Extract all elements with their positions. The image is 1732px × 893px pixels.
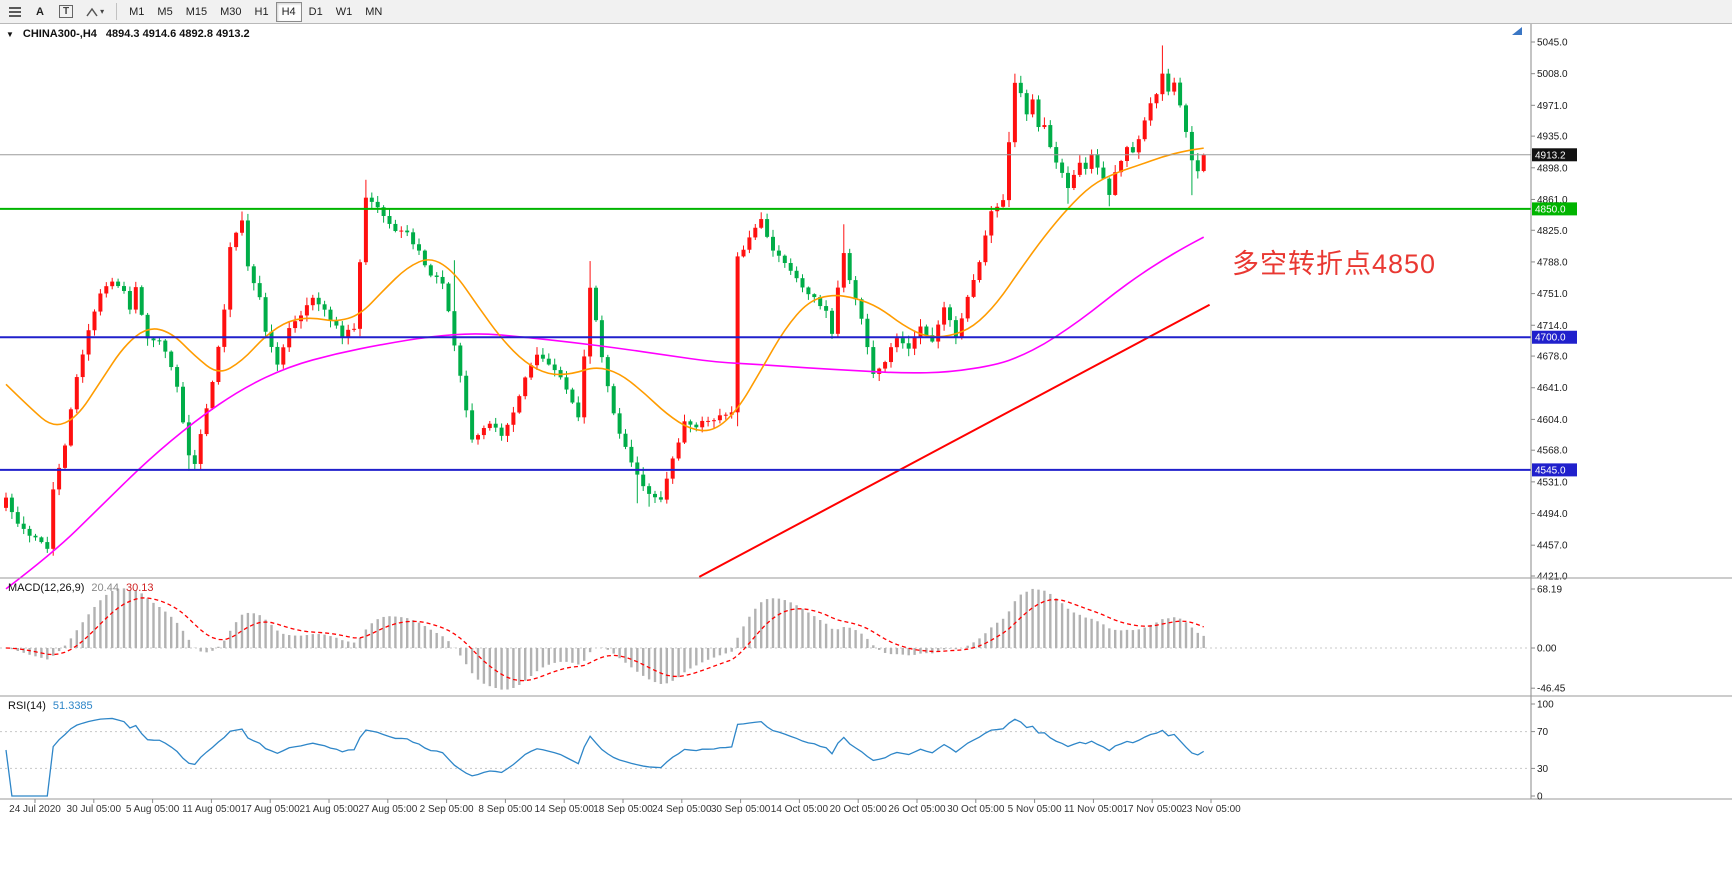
- shapes-dropdown-button[interactable]: ▾: [80, 2, 110, 22]
- svg-text:4850.0: 4850.0: [1535, 204, 1566, 215]
- svg-text:-46.45: -46.45: [1537, 684, 1566, 695]
- svg-text:4568.0: 4568.0: [1537, 446, 1568, 457]
- svg-text:17 Nov 05:00: 17 Nov 05:00: [1122, 804, 1182, 815]
- chart-canvas[interactable]: 5045.0 5008.0 4971.0 4935.0 4898.0 4861.0 4825…: [0, 24, 1732, 893]
- timeframe-m5[interactable]: M5: [151, 2, 178, 22]
- text-label-button[interactable]: T: [53, 2, 79, 22]
- svg-text:0.00: 0.00: [1537, 644, 1557, 655]
- rsi-line: [5, 717, 1205, 797]
- svg-text:11 Nov 05:00: 11 Nov 05:00: [1064, 804, 1123, 815]
- svg-text:4971.0: 4971.0: [1537, 101, 1568, 112]
- timeframe-d1[interactable]: D1: [303, 2, 329, 22]
- timeframe-m30[interactable]: M30: [214, 2, 247, 22]
- svg-text:21 Aug 05:00: 21 Aug 05:00: [300, 804, 359, 815]
- svg-text:4714.0: 4714.0: [1537, 321, 1568, 332]
- svg-text:4457.0: 4457.0: [1537, 541, 1568, 552]
- svg-text:4700.0: 4700.0: [1535, 333, 1566, 344]
- svg-text:4751.0: 4751.0: [1537, 289, 1568, 300]
- svg-text:23 Nov 05:00: 23 Nov 05:00: [1181, 804, 1241, 815]
- timeframe-mn[interactable]: MN: [359, 2, 388, 22]
- svg-text:68.19: 68.19: [1537, 585, 1562, 596]
- svg-text:4935.0: 4935.0: [1537, 132, 1568, 143]
- toolbar: A T ▾ M1 M5 M15 M30 H1 H4 D1 W1 MN: [0, 0, 1732, 24]
- trendline: [698, 303, 1211, 578]
- svg-text:4825.0: 4825.0: [1537, 226, 1568, 237]
- svg-text:20 Oct 05:00: 20 Oct 05:00: [830, 804, 888, 815]
- svg-text:4545.0: 4545.0: [1535, 465, 1566, 476]
- timeframe-h1[interactable]: H1: [249, 2, 275, 22]
- text-label-icon: T: [59, 5, 74, 18]
- svg-text:5 Aug 05:00: 5 Aug 05:00: [126, 804, 180, 815]
- text-annotation-label: A: [36, 5, 44, 18]
- macd-signal-line: [5, 597, 1204, 682]
- dropdown-caret-icon: ▾: [100, 7, 105, 16]
- svg-text:30 Sep 05:00: 30 Sep 05:00: [711, 804, 771, 815]
- price-axis[interactable]: 5045.0 5008.0 4971.0 4935.0 4898.0 4861.0 4825…: [1530, 24, 1577, 799]
- svg-text:18 Sep 05:00: 18 Sep 05:00: [593, 804, 653, 815]
- svg-text:24 Sep 05:00: 24 Sep 05:00: [652, 804, 712, 815]
- svg-text:5008.0: 5008.0: [1537, 69, 1568, 80]
- svg-text:30 Oct 05:00: 30 Oct 05:00: [947, 804, 1005, 815]
- svg-text:17 Aug 05:00: 17 Aug 05:00: [241, 804, 300, 815]
- svg-text:11 Aug 05:00: 11 Aug 05:00: [182, 804, 241, 815]
- chart-list-button[interactable]: [3, 2, 27, 22]
- svg-text:4531.0: 4531.0: [1537, 477, 1568, 488]
- scroll-to-end-icon: [1512, 27, 1522, 35]
- svg-text:2 Sep 05:00: 2 Sep 05:00: [420, 804, 474, 815]
- svg-text:4641.0: 4641.0: [1537, 383, 1568, 394]
- svg-text:4898.0: 4898.0: [1537, 163, 1568, 174]
- time-axis[interactable]: 24 Jul 2020 30 Jul 05:00 5 Aug 05:00 11 Aug…: [9, 799, 1241, 815]
- svg-text:4788.0: 4788.0: [1537, 257, 1568, 268]
- timeframe-h4[interactable]: H4: [275, 1, 302, 22]
- rsi-panel: 100 70 30 0: [0, 700, 1554, 803]
- toolbar-separator: [116, 3, 118, 20]
- main-plot[interactable]: [0, 45, 1531, 590]
- svg-text:14 Oct 05:00: 14 Oct 05:00: [771, 804, 829, 815]
- svg-text:4861.0: 4861.0: [1537, 195, 1568, 206]
- svg-text:4604.0: 4604.0: [1537, 415, 1568, 426]
- svg-text:4494.0: 4494.0: [1537, 509, 1568, 520]
- svg-text:4678.0: 4678.0: [1537, 352, 1568, 363]
- svg-text:30 Jul 05:00: 30 Jul 05:00: [67, 804, 122, 815]
- svg-text:0: 0: [1537, 792, 1543, 803]
- svg-text:100: 100: [1537, 700, 1554, 711]
- list-icon: [9, 6, 21, 17]
- macd-panel: 68.19 0.00 -46.45: [0, 585, 1566, 695]
- svg-text:27 Aug 05:00: 27 Aug 05:00: [358, 804, 417, 815]
- svg-text:5045.0: 5045.0: [1537, 38, 1568, 49]
- svg-text:70: 70: [1537, 727, 1549, 738]
- chart-window: 5045.0 5008.0 4971.0 4935.0 4898.0 4861.0 4825…: [0, 24, 1732, 893]
- ma-fast-line: [5, 147, 1204, 432]
- text-annotation-button[interactable]: A: [28, 2, 52, 22]
- svg-text:30: 30: [1537, 764, 1549, 775]
- shape-icon: [86, 7, 98, 16]
- svg-text:8 Sep 05:00: 8 Sep 05:00: [478, 804, 532, 815]
- svg-text:14 Sep 05:00: 14 Sep 05:00: [534, 804, 594, 815]
- timeframe-w1[interactable]: W1: [330, 2, 359, 22]
- svg-text:4913.2: 4913.2: [1535, 150, 1566, 161]
- svg-text:4421.0: 4421.0: [1537, 572, 1568, 583]
- timeframe-m15[interactable]: M15: [180, 2, 213, 22]
- candles-layer: [4, 45, 1206, 556]
- timeframe-m1[interactable]: M1: [123, 2, 150, 22]
- svg-text:5 Nov 05:00: 5 Nov 05:00: [1008, 804, 1062, 815]
- ma-slow-line: [5, 236, 1205, 590]
- svg-text:24 Jul 2020: 24 Jul 2020: [9, 804, 61, 815]
- svg-text:26 Oct 05:00: 26 Oct 05:00: [888, 804, 946, 815]
